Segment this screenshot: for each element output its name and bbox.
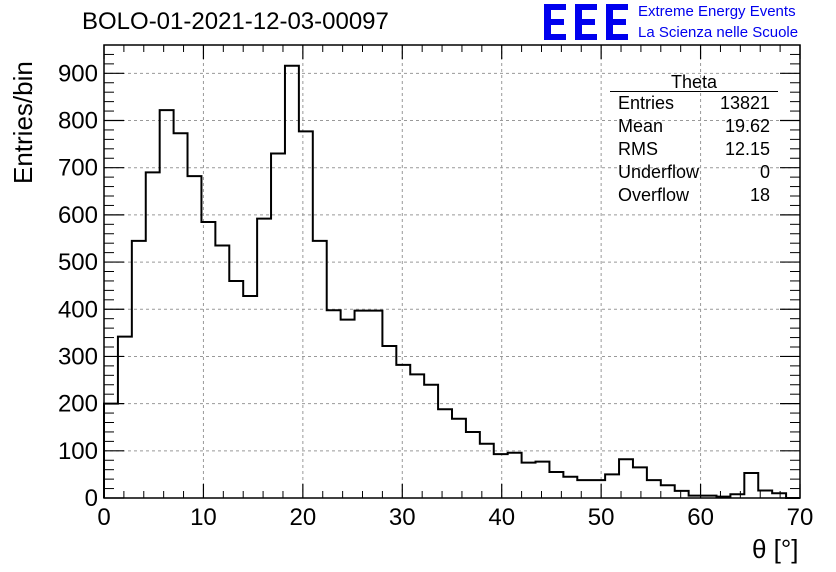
histogram-bin	[577, 480, 591, 498]
eee-logo	[544, 4, 628, 40]
y-tick-label: 500	[58, 249, 98, 276]
y-tick-label: 100	[58, 438, 98, 465]
stats-row-overflow: Overflow 18	[618, 185, 770, 208]
stats-value: 12.15	[724, 139, 770, 159]
x-tick-label: 70	[787, 504, 814, 531]
stats-key: Mean	[618, 116, 664, 136]
tick-labels: 0 10 20 30 40 50 60 700100200300400500600700800…	[58, 60, 813, 531]
stats-key: RMS	[618, 139, 658, 159]
y-tick-label: 300	[58, 343, 98, 370]
histogram-bin	[229, 281, 243, 498]
x-tick-label: 10	[190, 504, 217, 531]
histogram-bin	[480, 444, 494, 498]
histogram-bin	[341, 320, 355, 498]
stats-value: 0	[759, 162, 770, 182]
y-tick-label: 0	[85, 485, 98, 512]
histogram-bin	[271, 154, 285, 498]
histogram-bin	[675, 491, 689, 498]
histogram-bin	[368, 311, 382, 498]
axis-ticks	[103, 44, 801, 499]
x-axis-label: θ [°]	[752, 534, 799, 564]
logo-tagline-2: La Scienza nelle Scuole	[638, 24, 799, 41]
histogram-bin	[452, 419, 466, 498]
stats-row-entries: Entries 13821	[618, 93, 770, 116]
x-tick-label: 30	[389, 504, 416, 531]
histogram-bin	[299, 131, 313, 498]
x-tick-label: 60	[687, 504, 714, 531]
histogram-bin	[160, 110, 174, 498]
y-tick-label: 800	[58, 108, 98, 135]
stats-key: Entries	[618, 93, 675, 113]
plot-title: BOLO-01-2021-12-03-00097	[82, 8, 389, 35]
stats-row-mean: Mean 19.62	[618, 116, 770, 139]
y-tick-label: 200	[58, 391, 98, 418]
histogram-bin	[424, 385, 438, 498]
histogram-bin	[536, 462, 550, 498]
histogram-bin	[508, 453, 522, 498]
stats-key: Overflow	[618, 185, 690, 205]
histogram-bin	[285, 66, 299, 498]
histogram-bin	[188, 176, 202, 498]
y-tick-label: 400	[58, 296, 98, 323]
histogram-bin	[563, 477, 577, 498]
histogram-bin	[146, 172, 160, 498]
histogram-bin	[661, 485, 675, 498]
grid-lines	[104, 45, 800, 498]
histogram-bin	[382, 346, 396, 498]
histogram-bin	[257, 219, 271, 498]
histogram-bin	[313, 241, 327, 498]
histogram-bin	[591, 480, 605, 498]
stats-title: Theta	[670, 72, 718, 92]
stats-row-underflow: Underflow 0	[618, 162, 770, 185]
stats-value: 13821	[719, 93, 770, 113]
logo-tagline-1: Extreme Energy Events	[638, 3, 796, 20]
y-axis-label-wrap: Entries/bin	[4, 61, 40, 184]
histogram-bin	[438, 409, 452, 498]
histogram-bin	[605, 474, 619, 498]
histogram-bin	[132, 241, 146, 498]
y-axis-label: Entries/bin	[8, 61, 38, 184]
stats-key: Underflow	[618, 162, 700, 182]
x-tick-label: 40	[488, 504, 515, 531]
histogram-bin	[466, 432, 480, 498]
x-tick-label: 20	[290, 504, 317, 531]
histogram-bin	[494, 454, 508, 498]
histogram-bin	[174, 133, 188, 498]
y-tick-label: 900	[58, 60, 98, 87]
histogram-bin	[243, 296, 257, 498]
y-tick-label: 700	[58, 155, 98, 182]
histogram-outline	[103, 64, 800, 499]
histogram-bin	[633, 467, 647, 498]
x-tick-label: 0	[97, 504, 110, 531]
stats-row-rms: RMS 12.15	[618, 139, 770, 162]
stats-divider	[610, 91, 778, 92]
histogram-bin	[215, 246, 229, 498]
histogram-bin	[522, 463, 536, 498]
histogram-bin	[118, 337, 132, 498]
histogram-bin	[410, 374, 424, 498]
stats-value: 18	[749, 185, 770, 205]
histogram-bin	[744, 473, 758, 498]
histogram-bin	[355, 311, 369, 498]
y-tick-label: 600	[58, 202, 98, 229]
histogram-bin	[647, 480, 661, 498]
stats-box: Theta Entries 13821 Mean 19.62 RMS 12.15…	[610, 72, 778, 210]
stats-value: 19.62	[724, 116, 770, 136]
x-tick-label: 50	[588, 504, 615, 531]
histogram-bin	[396, 365, 410, 498]
